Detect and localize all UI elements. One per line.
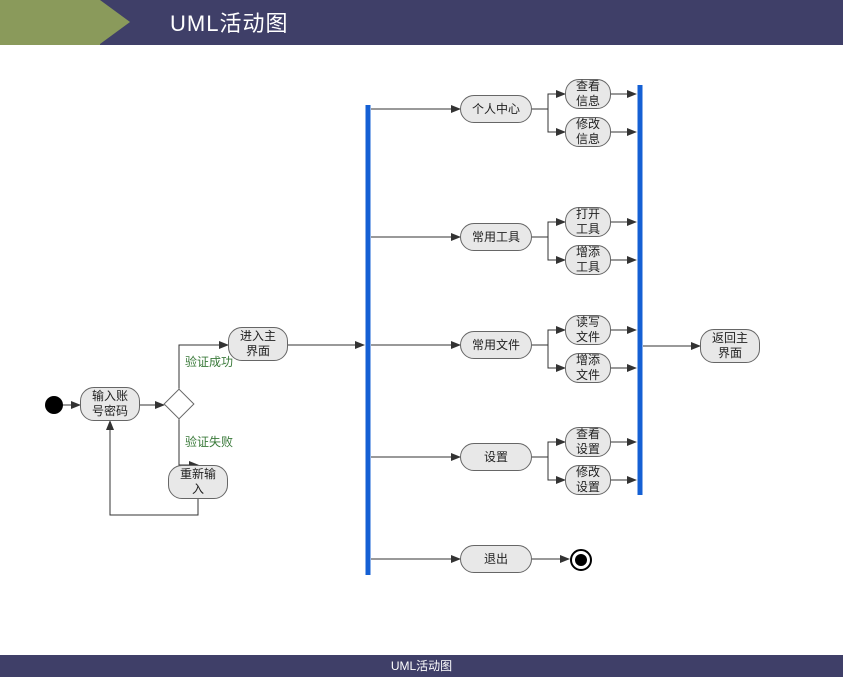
node-label: 进入主界面 [240,329,276,359]
node-label: 设置 [484,450,508,465]
node-label: 读写文件 [576,315,600,345]
node-rw-file: 读写文件 [565,315,611,345]
node-label: 查看信息 [576,79,600,109]
header-accent [0,0,100,45]
node-label: 修改信息 [576,117,600,147]
node-enter-main: 进入主界面 [228,327,288,361]
node-label: 打开工具 [576,207,600,237]
slide-footer: UML活动图 [0,655,843,677]
node-open-tool: 打开工具 [565,207,611,237]
node-common-files: 常用文件 [460,331,532,359]
node-label: 输入账号密码 [92,389,128,419]
node-view-info: 查看信息 [565,79,611,109]
footer-text: UML活动图 [391,659,452,673]
final-node-inner [575,554,587,566]
node-personal-center: 个人中心 [460,95,532,123]
initial-node [45,396,63,414]
node-return-main: 返回主界面 [700,329,760,363]
node-add-file: 增添文件 [565,353,611,383]
node-label: 常用文件 [472,338,520,353]
node-label: 增添工具 [576,245,600,275]
slide-header: UML活动图 [0,0,843,45]
node-label: 查看设置 [576,427,600,457]
node-settings: 设置 [460,443,532,471]
edge-label-fail: 验证失败 [185,433,233,450]
diagram-canvas: 输入账号密码 重新输入 进入主界面 个人中心 常用工具 常用文件 设置 退出 查… [0,45,843,655]
node-label: 退出 [484,552,508,567]
node-input-credentials: 输入账号密码 [80,387,140,421]
node-view-settings: 查看设置 [565,427,611,457]
edge-label-success: 验证成功 [185,353,233,370]
node-edit-info: 修改信息 [565,117,611,147]
node-common-tools: 常用工具 [460,223,532,251]
decision-node [163,388,194,419]
node-label: 常用工具 [472,230,520,245]
node-label: 重新输入 [180,467,216,497]
node-add-tool: 增添工具 [565,245,611,275]
header-title: UML活动图 [170,6,288,38]
node-label: 增添文件 [576,353,600,383]
header-chevron-icon [100,0,130,44]
node-label: 返回主界面 [712,331,748,361]
node-label: 个人中心 [472,102,520,117]
node-exit: 退出 [460,545,532,573]
node-retry-input: 重新输入 [168,465,228,499]
node-label: 修改设置 [576,465,600,495]
node-edit-settings: 修改设置 [565,465,611,495]
